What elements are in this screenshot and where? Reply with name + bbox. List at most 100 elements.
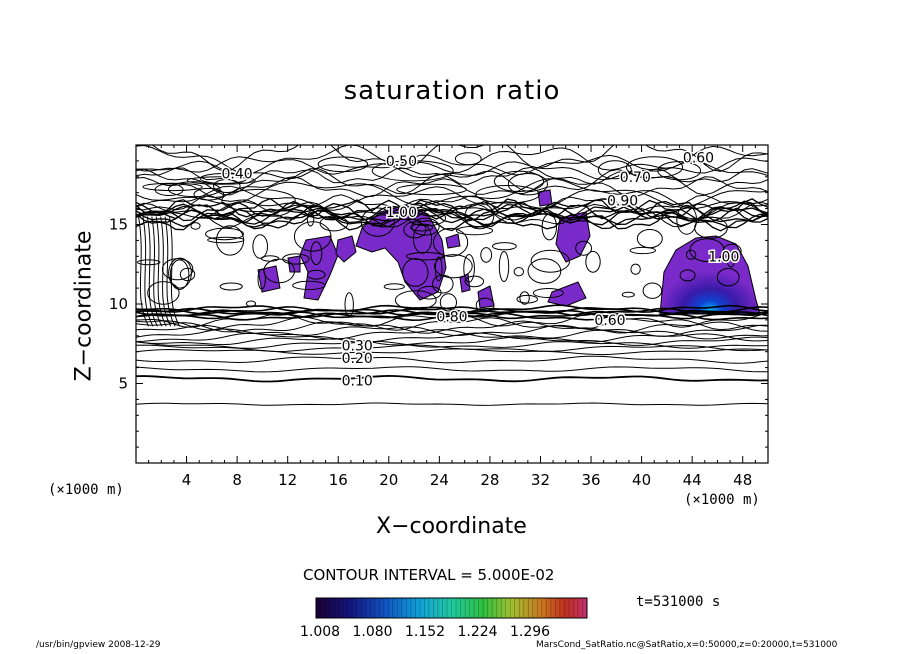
chart-title: saturation ratio <box>343 76 561 106</box>
contour-cell <box>310 241 323 266</box>
contour-line <box>136 355 768 364</box>
contour-cell <box>306 211 315 227</box>
contour-cell <box>722 243 742 259</box>
contour-interval-label: CONTOUR INTERVAL = 5.000E-02 <box>303 566 555 584</box>
contour-cell <box>396 183 467 196</box>
contour-line <box>164 216 176 327</box>
contour-cell <box>169 259 190 291</box>
contour-label: 1.00 <box>708 249 739 265</box>
x-tick-label: 12 <box>278 471 297 489</box>
contour-label: 0.70 <box>620 170 651 186</box>
contour-cell <box>371 160 454 182</box>
contour-cell <box>252 234 269 259</box>
contour-cell <box>585 250 601 273</box>
contour-cell <box>257 268 266 290</box>
contour-label: 0.60 <box>683 151 714 167</box>
contour-cell <box>142 182 203 192</box>
contour-cell <box>493 170 545 192</box>
x-tick-label: 8 <box>232 471 242 489</box>
contour-line <box>136 402 768 406</box>
contour-label: 0.40 <box>222 167 253 183</box>
x-tick-label: 36 <box>581 471 600 489</box>
contour-cell <box>205 227 244 241</box>
contour-cell <box>221 188 296 213</box>
x-tick-label: 20 <box>379 471 398 489</box>
contour-line <box>136 304 768 313</box>
y-tick-label: 15 <box>109 216 128 234</box>
contour-line <box>136 194 768 214</box>
contour-line <box>160 216 172 327</box>
contour-cell <box>657 161 702 181</box>
contour-cell <box>463 253 475 283</box>
contour-label: 0.60 <box>594 313 625 329</box>
contour-cell <box>293 221 332 252</box>
contour-line <box>136 154 768 176</box>
x-axis-unit: (×1000 m) <box>684 492 760 508</box>
contour-labels: 0.10 0.200.30 0.40 0.50 0.60 0.70 0.90 1.00 1.00… <box>220 149 741 391</box>
contour-line <box>136 374 768 383</box>
contour-cell <box>394 290 437 311</box>
colorbar-tick-label: 1.224 <box>457 624 498 640</box>
axis-ticks <box>136 145 768 463</box>
contour-cell <box>168 181 221 198</box>
contour-cell <box>464 202 495 230</box>
x-tick-label: 16 <box>329 471 348 489</box>
footer-left: /usr/bin/gpview 2008-12-29 <box>36 640 161 650</box>
colorbar-tick-label: 1.008 <box>300 624 341 640</box>
contour-line <box>136 306 768 315</box>
contour-cell <box>306 269 326 280</box>
contour-cell <box>475 185 540 204</box>
contour-cell <box>527 258 562 284</box>
contour-cell <box>492 242 517 251</box>
contour-line <box>136 320 768 334</box>
time-label: t=531000 s <box>636 594 721 610</box>
contour-cell <box>464 275 485 288</box>
x-tick-label: 44 <box>683 471 702 489</box>
contour-line <box>136 203 768 224</box>
contour-cell <box>168 257 192 289</box>
contour-line <box>155 216 167 327</box>
contour-cell <box>513 267 524 277</box>
colorbar-tick-label: 1.152 <box>405 624 446 640</box>
contour-cell <box>507 173 549 196</box>
contour-cell <box>402 258 429 287</box>
contour-label: 0.50 <box>386 154 417 170</box>
x-axis-label: X−coordinate <box>376 514 527 539</box>
contour-cell <box>360 207 395 237</box>
contour-cell <box>541 213 557 241</box>
contour-cell <box>136 259 161 266</box>
x-tick-label: 4 <box>182 471 192 489</box>
y-tick-labels: 5 10 15 <box>109 216 128 393</box>
contour-cell <box>186 176 256 185</box>
contour-line <box>136 341 768 349</box>
colorbar <box>315 597 588 619</box>
contour-line <box>136 348 768 356</box>
contour-line <box>136 201 768 222</box>
contour-cell <box>716 268 740 287</box>
x-tick-label: 28 <box>480 471 499 489</box>
contour-cell <box>475 297 495 313</box>
x-tick-label: 32 <box>531 471 550 489</box>
contour-cell <box>383 283 405 290</box>
contour-line <box>136 197 768 219</box>
contour-lines <box>136 145 768 406</box>
contour-cell <box>411 217 440 236</box>
contour-label: 0.10 <box>342 373 373 389</box>
contour-cell <box>317 156 369 173</box>
contour-cell <box>190 222 201 230</box>
contour-cell <box>519 291 530 305</box>
contour-line <box>136 336 768 346</box>
contour-line <box>136 307 768 317</box>
contour-cell <box>636 229 663 249</box>
contour-cell <box>480 247 493 263</box>
contour-cell <box>597 160 632 180</box>
contour-cell <box>532 288 565 298</box>
contour-label: 0.20 <box>342 351 373 367</box>
contour-line <box>136 324 768 337</box>
contour-line <box>136 316 768 331</box>
contour-cell <box>454 152 482 166</box>
contour-cell <box>407 209 447 227</box>
contour-cell <box>689 238 725 263</box>
contour-cell <box>213 179 241 193</box>
contour-cell <box>676 204 698 235</box>
